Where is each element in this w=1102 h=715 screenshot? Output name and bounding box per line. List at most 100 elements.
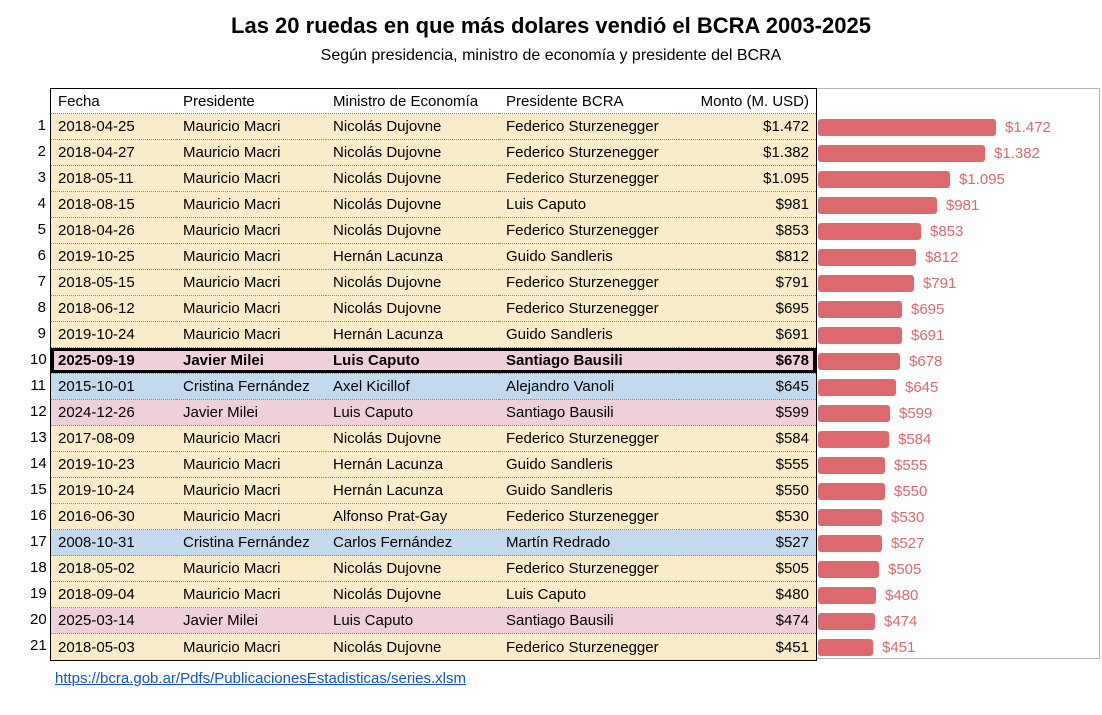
bar-row: $645: [817, 374, 1099, 400]
cell-presidente-bcra: Federico Sturzenegger: [499, 556, 679, 582]
cell-ministro: Hernán Lacunza: [326, 478, 499, 504]
row-rank: 4: [37, 195, 46, 212]
bar: [818, 300, 902, 318]
row-rank: 21: [30, 637, 47, 654]
cell-presidente: Mauricio Macri: [176, 140, 326, 166]
table-row: 2024-12-26 Javier Milei Luis Caputo Santiag…: [51, 400, 816, 426]
cell-ministro: Nicolás Dujovne: [326, 556, 499, 582]
cell-fecha: 2018-09-04: [51, 582, 176, 608]
column-header: Presidente BCRA: [499, 89, 679, 114]
cell-presidente-bcra: Alejandro Vanoli: [499, 374, 679, 400]
cell-monto: $1.472: [679, 114, 816, 140]
cell-presidente: Cristina Fernández: [176, 374, 326, 400]
cell-fecha: 2024-12-26: [51, 400, 176, 426]
bar: [818, 326, 902, 344]
bar-row: $480: [817, 582, 1099, 608]
table-row: 2018-09-04 Mauricio Macri Nicolás Dujovne L…: [51, 582, 816, 608]
bar-value-label: $584: [898, 430, 932, 448]
content: 1 2 3 4 5 6 7 8 9 10 11 12 13 14 15 16 17 18 19 20 21 Fecha P…: [30, 88, 1102, 661]
cell-fecha: 2016-06-30: [51, 504, 176, 530]
cell-ministro: Luis Caputo: [326, 348, 499, 374]
bar-row: $451: [817, 634, 1099, 660]
cell-monto: $791: [679, 270, 816, 296]
cell-ministro: Nicolás Dujovne: [326, 114, 499, 140]
cell-presidente-bcra: Guido Sandleris: [499, 452, 679, 478]
cell-presidente-bcra: Federico Sturzenegger: [499, 504, 679, 530]
bar: [818, 248, 916, 266]
cell-ministro: Nicolás Dujovne: [326, 296, 499, 322]
bar: [818, 482, 885, 500]
bar: [818, 586, 876, 604]
bar-row: $1.382: [817, 140, 1099, 166]
bar-value-label: $812: [925, 248, 959, 266]
rank-column: 1 2 3 4 5 6 7 8 9 10 11 12 13 14 15 16 17 18 19 20 21: [30, 88, 47, 659]
row-rank: 16: [30, 507, 47, 524]
row-rank: 6: [37, 247, 46, 264]
cell-ministro: Hernán Lacunza: [326, 322, 499, 348]
cell-fecha: 2018-08-15: [51, 192, 176, 218]
cell-fecha: 2019-10-24: [51, 322, 176, 348]
source-line: https://bcra.gob.ar/Pdfs/PublicacionesEs…: [55, 670, 1102, 687]
bar: [818, 638, 873, 656]
bar-value-label: $451: [882, 638, 916, 656]
rank-header-spacer: [30, 88, 46, 113]
cell-monto: $527: [679, 530, 816, 556]
bar-row: $1.095: [817, 166, 1099, 192]
table-header-row: Fecha Presidente Ministro de Economía Presi…: [51, 89, 816, 114]
cell-presidente-bcra: Guido Sandleris: [499, 322, 679, 348]
table-row: 2018-05-11 Mauricio Macri Nicolás Dujovne F…: [51, 166, 816, 192]
row-rank: 9: [37, 325, 46, 342]
bar-row: $695: [817, 296, 1099, 322]
cell-presidente-bcra: Luis Caputo: [499, 582, 679, 608]
table-row: 2015-10-01 Cristina Fernández Axel Kicillo…: [51, 374, 816, 400]
cell-monto: $1.095: [679, 166, 816, 192]
bar: [818, 456, 885, 474]
cell-presidente: Mauricio Macri: [176, 426, 326, 452]
table-row: 2019-10-23 Mauricio Macri Hernán Lacunza Gu…: [51, 452, 816, 478]
row-rank: 19: [30, 585, 47, 602]
source-link[interactable]: https://bcra.gob.ar/Pdfs/PublicacionesEs…: [55, 670, 467, 687]
cell-presidente-bcra: Federico Sturzenegger: [499, 114, 679, 140]
column-header: Presidente: [176, 89, 326, 114]
data-table: Fecha Presidente Ministro de Economía Presi…: [50, 88, 817, 661]
table-row: 2025-03-14 Javier Milei Luis Caputo Santiag…: [51, 608, 816, 634]
table-row: 2018-05-15 Mauricio Macri Nicolás Dujovne F…: [51, 270, 816, 296]
row-rank: 18: [30, 559, 47, 576]
column-header: Monto (M. USD): [679, 89, 816, 114]
cell-fecha: 2015-10-01: [51, 374, 176, 400]
cell-ministro: Axel Kicillof: [326, 374, 499, 400]
bar-row: $505: [817, 556, 1099, 582]
cell-ministro: Luis Caputo: [326, 608, 499, 634]
table-row: 2018-04-26 Mauricio Macri Nicolás Dujovne F…: [51, 218, 816, 244]
table-row: 2019-10-25 Mauricio Macri Hernán Lacunza Gu…: [51, 244, 816, 270]
row-rank: 7: [37, 273, 46, 290]
bar-row: $812: [817, 244, 1099, 270]
table-row: 2018-08-15 Mauricio Macri Nicolás Dujovne L…: [51, 192, 816, 218]
cell-monto: $451: [679, 634, 816, 660]
row-rank: 5: [37, 221, 46, 238]
row-rank: 15: [30, 481, 47, 498]
bar-value-label: $791: [923, 274, 957, 292]
page-title: Las 20 ruedas en que más dolares vendió …: [231, 13, 871, 38]
table-row: 2018-05-02 Mauricio Macri Nicolás Dujovne F…: [51, 556, 816, 582]
bar-value-label: $527: [891, 534, 925, 552]
cell-ministro: Alfonso Prat-Gay: [326, 504, 499, 530]
cell-monto: $480: [679, 582, 816, 608]
bar-row: $1.472: [817, 114, 1099, 140]
cell-presidente: Mauricio Macri: [176, 322, 326, 348]
bar-row: $599: [817, 400, 1099, 426]
cell-monto: $678: [679, 348, 816, 374]
cell-monto: $691: [679, 322, 816, 348]
cell-presidente: Mauricio Macri: [176, 218, 326, 244]
bar: [818, 534, 882, 552]
cell-presidente: Mauricio Macri: [176, 452, 326, 478]
cell-presidente: Mauricio Macri: [176, 192, 326, 218]
cell-monto: $645: [679, 374, 816, 400]
cell-presidente: Mauricio Macri: [176, 582, 326, 608]
cell-monto: $1.382: [679, 140, 816, 166]
bar-value-label: $853: [930, 222, 964, 240]
cell-presidente-bcra: Guido Sandleris: [499, 478, 679, 504]
cell-presidente: Cristina Fernández: [176, 530, 326, 556]
bar-row: $530: [817, 504, 1099, 530]
table-row: 2016-06-30 Mauricio Macri Alfonso Prat-Gay…: [51, 504, 816, 530]
